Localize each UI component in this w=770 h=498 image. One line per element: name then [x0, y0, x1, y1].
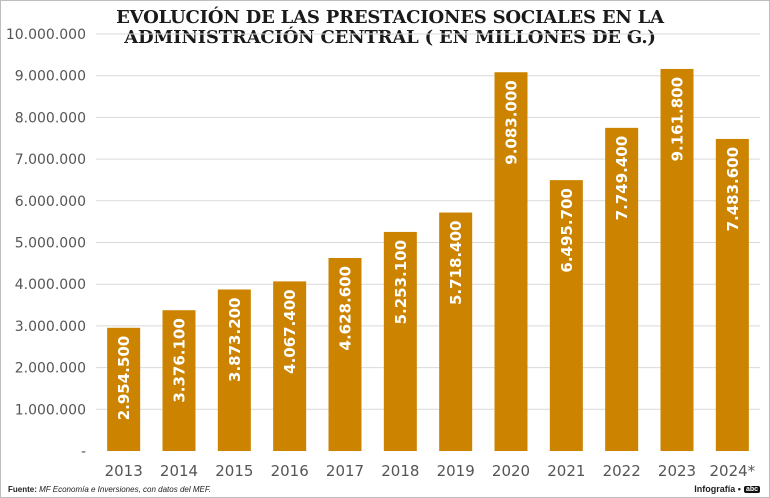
bar — [217, 289, 251, 451]
bar — [383, 231, 417, 451]
x-tick-label: 2022 — [603, 462, 641, 480]
x-tick-label: 2019 — [437, 462, 475, 480]
y-tick-label: 1.000.000 — [15, 402, 86, 418]
bar — [328, 257, 362, 451]
y-axis: - 1.000.000 2.000.000 3.000.000 4.000.000 5.0… — [6, 27, 86, 460]
bar — [660, 68, 694, 451]
y-tick-label: 7.000.000 — [15, 152, 86, 168]
bar — [715, 138, 749, 451]
x-tick-label: 2020 — [492, 462, 530, 480]
x-tick-label: 2018 — [381, 462, 419, 480]
y-tick-label: 3.000.000 — [15, 319, 86, 335]
chart-title: EVOLUCIÓN DE LAS PRESTACIONES SOCIALES E… — [90, 8, 690, 48]
data-label: 3.376.100 — [171, 318, 189, 402]
data-label: 5.253.100 — [392, 240, 410, 324]
source-label: Fuente: — [8, 485, 37, 494]
bar — [273, 281, 307, 451]
bar — [162, 310, 196, 451]
data-label: 9.161.800 — [669, 77, 687, 161]
x-tick-label: 2017 — [326, 462, 364, 480]
bar — [549, 180, 583, 451]
data-label: 4.067.400 — [281, 289, 299, 373]
gridlines — [96, 33, 760, 410]
y-tick-label: 2.000.000 — [15, 361, 86, 377]
data-label: 6.495.700 — [558, 188, 576, 272]
data-label: 3.873.200 — [226, 297, 244, 381]
data-label: 5.718.400 — [447, 221, 465, 305]
x-tick-label: 2015 — [215, 462, 253, 480]
x-tick-label: 2013 — [105, 462, 143, 480]
x-tick-label: 2024* — [709, 462, 755, 480]
data-label: 2.954.500 — [115, 336, 133, 420]
y-tick-label: 9.000.000 — [15, 69, 86, 85]
bars: 2.954.500 3.376.100 3.873.200 4.067.400 4.62… — [107, 68, 749, 452]
y-tick-label: 10.000.000 — [6, 27, 86, 43]
credit: Infografía • abc — [694, 484, 760, 494]
x-tick-label: 2014 — [160, 462, 198, 480]
x-tick-label: 2016 — [271, 462, 309, 480]
data-label: 7.749.400 — [613, 136, 631, 220]
bar — [494, 72, 528, 452]
x-tick-label: 2021 — [547, 462, 585, 480]
y-tick-label: 6.000.000 — [15, 194, 86, 210]
source-text: MF Economía e Inversiones, con datos del… — [39, 485, 211, 494]
bar — [439, 212, 473, 451]
chart-title-line-1: EVOLUCIÓN DE LAS PRESTACIONES SOCIALES E… — [116, 7, 664, 28]
x-axis: 2013 2014 2015 2016 2017 2018 2019 2020 2021 2022… — [105, 462, 756, 480]
bar — [605, 127, 639, 451]
data-label: 4.628.600 — [337, 266, 355, 350]
y-tick-label: 4.000.000 — [15, 277, 86, 293]
abc-logo: abc — [743, 486, 760, 494]
y-tick-label: 5.000.000 — [15, 236, 86, 252]
x-tick-label: 2023 — [658, 462, 696, 480]
chart-title-line-2: ADMINISTRACIÓN CENTRAL ( EN MILLONES DE … — [124, 27, 656, 48]
y-tick-label: - — [81, 444, 86, 460]
credit-text: Infografía — [694, 484, 736, 494]
y-tick-label: 8.000.000 — [15, 110, 86, 126]
data-label: 9.083.000 — [503, 80, 521, 164]
source-note: Fuente: MF Economía e Inversiones, con d… — [8, 485, 211, 494]
bar — [107, 327, 141, 451]
data-label: 7.483.600 — [724, 147, 742, 231]
